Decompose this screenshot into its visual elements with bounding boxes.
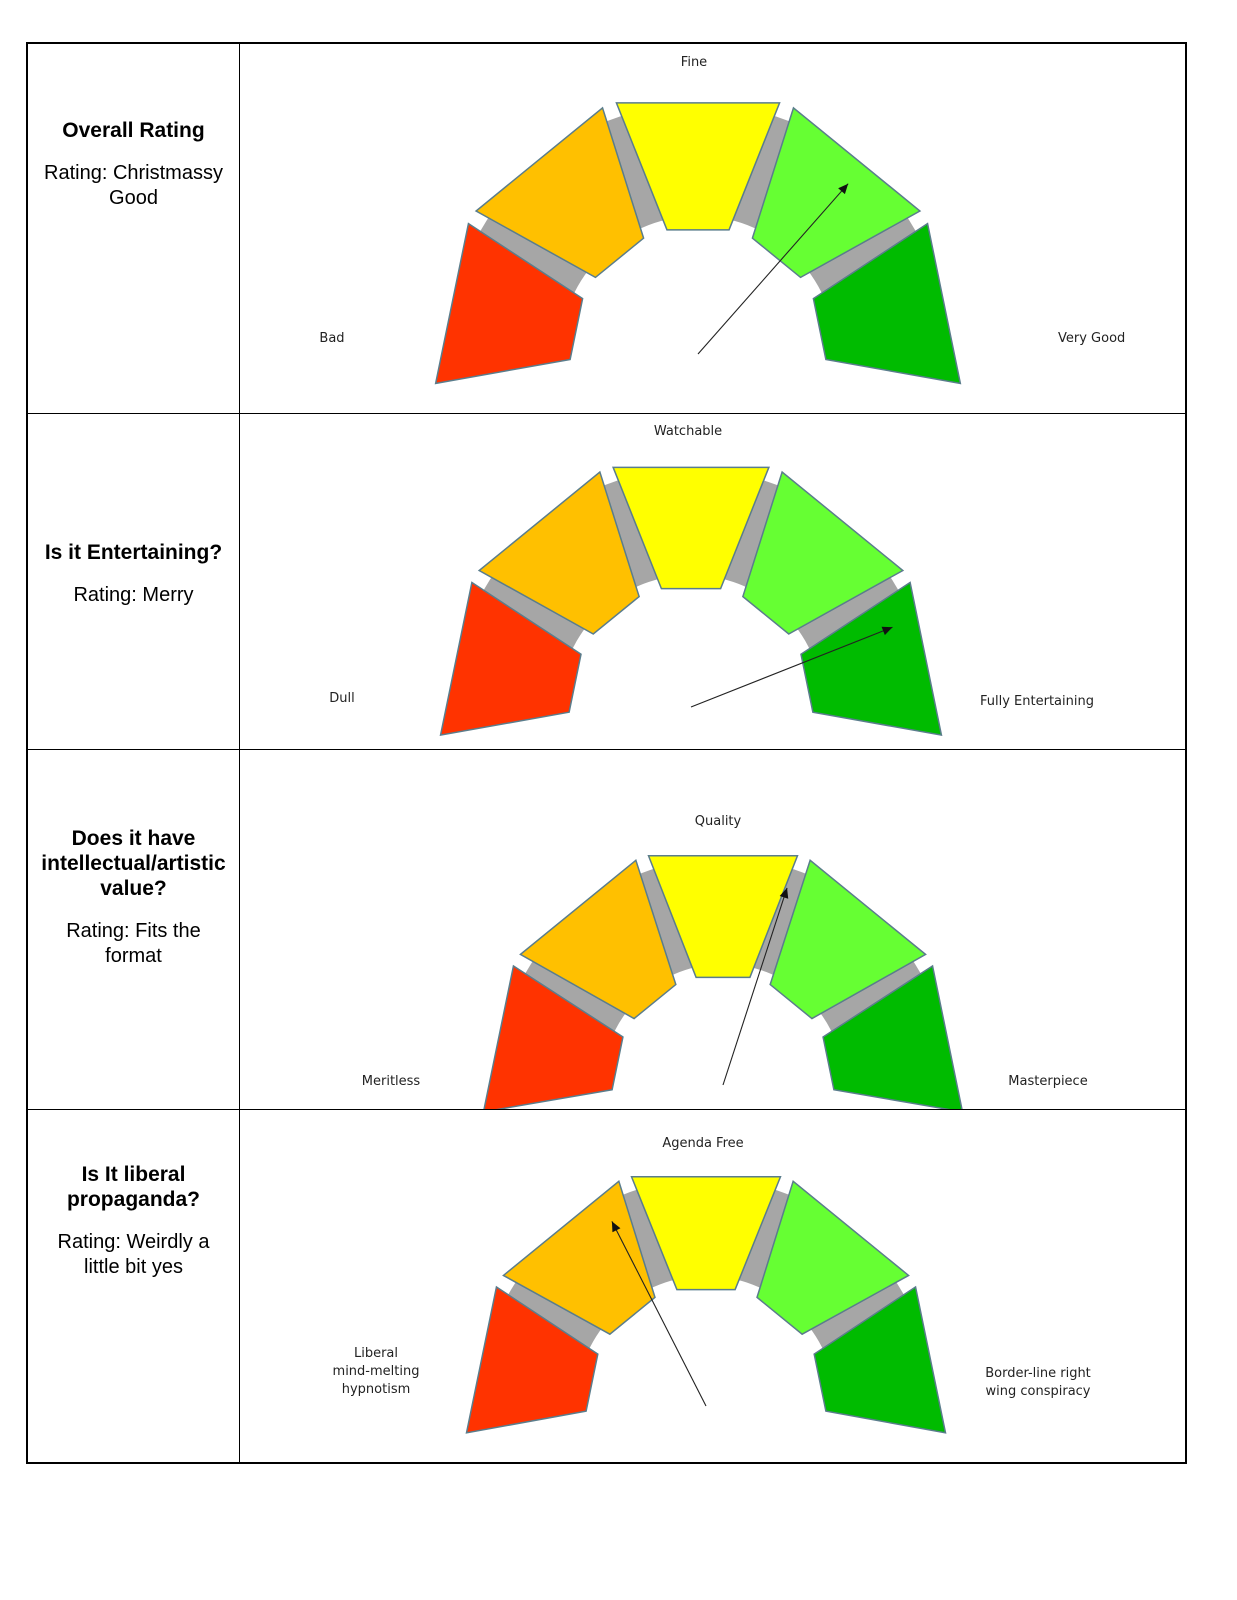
gauge-segment-4 [756,1180,910,1336]
gauge-label-center: Watchable [654,424,722,439]
rating-table: Overall Rating Rating: Christmassy Good … [26,42,1187,1464]
gauge-label-center: Fine [681,55,707,70]
gauge-segment-5 [813,1285,947,1434]
gauge-segment-3 [647,855,799,979]
gauge-label-left: Meritless [362,1074,421,1089]
question-cell: Is it Entertaining? Rating: Merry [28,414,240,749]
gauge-needle-head [838,183,849,195]
gauge-segment-3 [615,102,781,231]
gauge-segment-1 [483,964,624,1110]
gauge-needle-head [881,626,893,636]
gauge-segment-3 [612,466,770,590]
gauge-label-right: Fully Entertaining [980,694,1094,709]
question-cell: Does it have intellectual/artistic value… [28,750,240,1109]
rating-row-entertaining: Is it Entertaining? Rating: Merry Dull Wa… [28,413,1185,749]
gauge-segment-2 [474,106,645,279]
gauge-label-left: Liberal mind-melting hypnotism [333,1346,420,1397]
question-cell: Is It liberal propaganda? Rating: Weirdl… [28,1110,240,1464]
rating-row-overall: Overall Rating Rating: Christmassy Good … [28,44,1185,413]
gauge-label-center: Agenda Free [662,1136,743,1151]
gauge-needle [697,183,849,355]
gauge-chart: Meritless Quality Masterpiece [362,814,1088,1110]
gauge-segment-1 [439,581,582,737]
gauge-needle [611,1221,707,1407]
gauge-segment-2 [477,470,641,635]
gauge-segment-2 [519,859,677,1020]
gauge-label-right: Masterpiece [1008,1074,1087,1089]
gauge-label-left: Dull [329,691,354,706]
question-title: Is it Entertaining? [44,541,223,564]
gauge-segment-3 [630,1176,782,1291]
question-cell: Overall Rating Rating: Christmassy Good [28,44,240,413]
gauge-segment-4 [751,106,922,279]
gauge-segment-5 [800,581,943,737]
gauge-segment-1 [434,222,584,385]
gauge-segment-2 [502,1180,656,1336]
gauge-chart: Dull Watchable Fully Entertaining [329,424,1094,737]
question-title: Is It liberal propaganda? [66,1163,200,1211]
answer-text: Rating: Merry [73,584,194,606]
gauge-needle-head [611,1221,621,1233]
gauge-segment-5 [822,964,963,1110]
gauge-segment-1 [465,1285,599,1434]
question-title: Does it have intellectual/artistic value… [41,827,226,900]
gauge-label-right: Very Good [1058,331,1125,346]
answer-text: Rating: Christmassy Good [44,162,223,209]
question-title: Overall Rating [62,119,205,142]
gauge-chart: Liberal mind-melting hypnotism Agenda Free B… [333,1136,1091,1434]
answer-text: Rating: Fits the format [66,920,201,967]
rating-row-value: Does it have intellectual/artistic value… [28,749,1185,1110]
gauge-needle [690,626,893,708]
answer-text: Rating: Weirdly a little bit yes [57,1231,210,1278]
gauge-needle [722,887,788,1086]
gauge-label-left: Bad [319,331,344,346]
gauge-label-center: Quality [695,814,742,829]
gauge-segment-4 [769,859,927,1020]
gauge-chart: Bad Fine Very Good [319,55,1125,385]
gauge-needle-head [779,887,789,899]
gauge-segment-5 [812,222,962,385]
gauge-segment-4 [741,470,905,635]
rating-row-propaganda: Is It liberal propaganda? Rating: Weirdl… [28,1109,1185,1464]
gauge-label-right: Border-line right wing conspiracy [985,1366,1091,1399]
